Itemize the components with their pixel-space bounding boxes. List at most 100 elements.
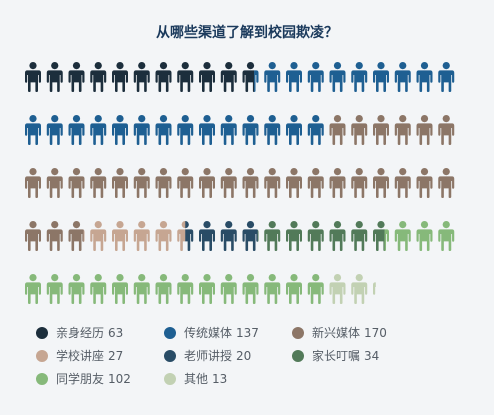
person-icon-传统媒体 — [286, 115, 302, 145]
person-icon-传统媒体 — [351, 62, 368, 92]
legend-value: 102 — [108, 371, 131, 386]
person-icon-学校讲座 — [83, 229, 85, 242]
person-icon-传统媒体 — [416, 62, 433, 92]
legend-value: 63 — [108, 325, 124, 340]
person-icon-传统媒体 — [438, 62, 455, 92]
person-icon-同学朋友 — [68, 274, 85, 304]
person-icon-其他 — [329, 274, 346, 304]
person-icon-新兴媒体 — [68, 221, 84, 251]
legend-item[interactable]: 老师讲授 20 — [164, 347, 286, 364]
person-icon-学校讲座 — [177, 221, 186, 251]
person-icon-新兴媒体 — [286, 168, 302, 198]
legend-item[interactable]: 新兴媒体 170 — [292, 324, 414, 341]
person-icon-传统媒体 — [220, 115, 237, 145]
legend-value: 170 — [364, 325, 387, 340]
person-icon-同学朋友 — [25, 274, 41, 304]
person-icon-新兴媒体 — [68, 168, 85, 198]
legend-label: 家长叮嘱 — [312, 349, 361, 363]
person-icon-同学朋友 — [199, 274, 215, 304]
legend-item[interactable]: 传统媒体 137 — [164, 324, 286, 341]
person-icon-新兴媒体 — [155, 168, 172, 198]
person-icon-新兴媒体 — [373, 168, 389, 198]
person-icon-亲身经历 — [242, 62, 255, 92]
person-icon-同学朋友 — [90, 274, 107, 304]
person-icon-新兴媒体 — [351, 168, 368, 198]
person-icon-传统媒体 — [90, 115, 107, 145]
person-icon-传统媒体 — [373, 62, 389, 92]
legend-label: 传统媒体 — [184, 326, 233, 340]
person-icon-新兴媒体 — [46, 221, 63, 251]
person-icon-新兴媒体 — [242, 168, 259, 198]
person-icon-家长叮嘱 — [264, 221, 281, 251]
person-icon-新兴媒体 — [90, 168, 107, 198]
legend-swatch — [36, 326, 48, 339]
person-icon-新兴媒体 — [416, 168, 433, 198]
person-icon-传统媒体 — [242, 115, 259, 145]
person-icon-同学朋友 — [242, 274, 259, 304]
legend-label: 新兴媒体 — [312, 326, 361, 340]
person-icon-传统媒体 — [254, 70, 259, 92]
person-icon-同学朋友 — [264, 274, 281, 304]
person-icon-学校讲座 — [133, 221, 150, 251]
person-icon-新兴媒体 — [307, 168, 324, 198]
person-icon-新兴媒体 — [351, 115, 368, 145]
person-icon-同学朋友 — [133, 274, 150, 304]
legend-swatch — [292, 349, 304, 362]
person-icon-新兴媒体 — [329, 115, 346, 145]
legend-swatch — [164, 326, 176, 339]
person-icon-新兴媒体 — [394, 115, 411, 145]
person-icon-家长叮嘱 — [329, 221, 346, 251]
person-icon-亲身经历 — [68, 62, 85, 92]
person-icon-亲身经历 — [155, 62, 172, 92]
person-icon-新兴媒体 — [177, 168, 194, 198]
person-icon-同学朋友 — [416, 221, 433, 251]
person-icon-老师讲授 — [242, 221, 258, 251]
person-icon-新兴媒体 — [25, 221, 41, 251]
legend-value: 13 — [212, 371, 228, 386]
person-icon-传统媒体 — [307, 115, 324, 145]
legend-item[interactable]: 家长叮嘱 34 — [292, 347, 414, 364]
person-icon-同学朋友 — [177, 274, 194, 304]
legend-item[interactable]: 学校讲座 27 — [36, 347, 158, 364]
person-icon-老师讲授 — [220, 221, 237, 251]
person-icon-传统媒体 — [394, 62, 411, 92]
legend-label: 亲身经历 — [56, 326, 105, 340]
legend-value: 34 — [364, 348, 380, 363]
legend-item[interactable]: 亲身经历 63 — [36, 324, 158, 341]
person-icon-新兴媒体 — [394, 168, 411, 198]
person-icon-家长叮嘱 — [307, 221, 324, 251]
person-icon-同学朋友 — [286, 274, 302, 304]
legend: 亲身经历 63 传统媒体 137 新兴媒体 170 学校讲座 27 老师讲授 20 家长叮嘱 34 同学… — [36, 324, 476, 387]
person-icon-亲身经历 — [46, 62, 63, 92]
person-icon-传统媒体 — [264, 115, 281, 145]
person-icon-其他 — [373, 282, 376, 295]
person-icon-新兴媒体 — [373, 115, 389, 145]
legend-item[interactable]: 同学朋友 102 — [36, 370, 158, 387]
person-icon-传统媒体 — [307, 62, 324, 92]
person-icon-传统媒体 — [25, 115, 41, 145]
chart-title: 从哪些渠道了解到校园欺凌？ — [156, 25, 338, 41]
legend-label: 同学朋友 — [56, 372, 105, 386]
person-icon-新兴媒体 — [438, 115, 455, 145]
person-icon-亲身经历 — [90, 62, 107, 92]
legend-item[interactable]: 其他 13 — [164, 370, 286, 387]
person-icon-老师讲授 — [199, 221, 215, 251]
legend-value: 20 — [236, 348, 252, 363]
person-icon-新兴媒体 — [199, 168, 215, 198]
person-icon-亲身经历 — [112, 62, 128, 92]
legend-swatch — [164, 349, 176, 362]
legend-label: 老师讲授 — [184, 349, 233, 363]
person-icon-亲身经历 — [177, 62, 194, 92]
person-icon-传统媒体 — [133, 115, 150, 145]
person-icon-传统媒体 — [199, 115, 215, 145]
person-icon-同学朋友 — [112, 274, 128, 304]
person-icon-传统媒体 — [329, 62, 346, 92]
legend-label: 学校讲座 — [56, 349, 105, 363]
person-icon-传统媒体 — [177, 115, 194, 145]
person-icon-传统媒体 — [46, 115, 63, 145]
person-icon-新兴媒体 — [112, 168, 128, 198]
person-icon-家长叮嘱 — [351, 221, 368, 251]
person-icon-亲身经历 — [220, 62, 237, 92]
person-icon-新兴媒体 — [264, 168, 281, 198]
